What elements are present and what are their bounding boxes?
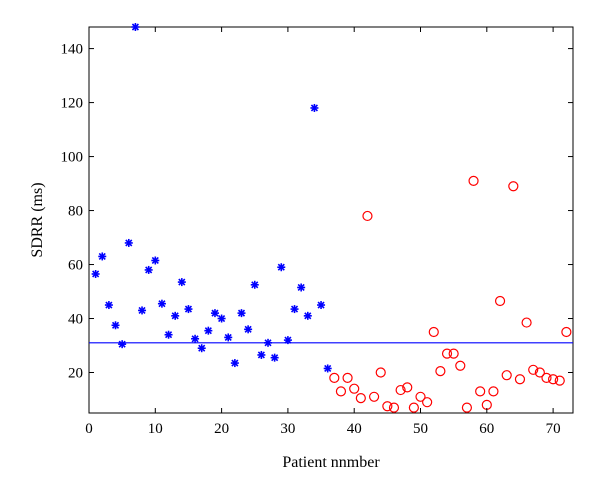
data-point-asterisk — [111, 321, 120, 330]
data-point-circle — [461, 402, 473, 413]
data-point-circle — [541, 372, 552, 384]
data-point-circle — [382, 401, 393, 412]
data-point-asterisk — [217, 314, 226, 323]
data-point-asterisk — [310, 103, 319, 112]
data-point-circle — [548, 374, 559, 385]
data-point-asterisk — [230, 359, 239, 368]
data-point-asterisk — [237, 309, 246, 318]
data-point-circle — [395, 384, 406, 396]
data-point-asterisk — [118, 340, 127, 349]
data-point-asterisk — [138, 306, 147, 315]
data-point-asterisk — [303, 311, 312, 320]
data-point-circle — [435, 366, 446, 377]
data-point-asterisk — [290, 305, 299, 314]
x-tick-label: 30 — [280, 421, 295, 437]
x-tick-label: 60 — [479, 421, 494, 437]
data-point-asterisk — [191, 334, 200, 343]
x-tick-label: 50 — [413, 421, 428, 437]
y-tick-label: 80 — [68, 204, 83, 220]
data-point-asterisk — [98, 252, 107, 261]
data-point-asterisk — [257, 350, 266, 359]
data-point-circle — [528, 364, 539, 375]
data-point-circle — [388, 402, 400, 413]
plot-area — [88, 26, 574, 414]
data-point-circle — [375, 367, 386, 378]
data-point-asterisk — [250, 280, 259, 289]
y-tick-label: 40 — [68, 312, 83, 328]
data-point-circle — [342, 372, 353, 384]
data-point-circle — [335, 386, 347, 397]
data-point-circle — [355, 393, 366, 404]
data-point-asterisk — [171, 311, 180, 320]
x-axis: 0 10 20 30 40 50 60 70 — [85, 27, 561, 437]
x-tick-label: 20 — [214, 421, 229, 437]
data-marks — [91, 23, 572, 413]
data-point-asterisk — [164, 330, 173, 339]
data-point-asterisk — [144, 265, 153, 274]
data-point-circle — [514, 374, 526, 385]
data-point-circle — [534, 367, 545, 378]
y-axis: 20 40 60 80 100 120 140 — [61, 42, 573, 382]
y-tick-label: 140 — [61, 42, 84, 58]
data-point-asterisk — [277, 263, 286, 272]
data-point-asterisk — [283, 336, 292, 345]
data-point-circle — [501, 370, 512, 381]
x-tick-label: 70 — [546, 421, 561, 437]
data-point-asterisk — [104, 301, 113, 310]
x-tick-label: 10 — [148, 421, 163, 437]
data-point-asterisk — [131, 23, 140, 31]
x-tick-label: 0 — [85, 421, 93, 437]
data-point-circle — [422, 397, 433, 408]
data-point-circle — [349, 383, 360, 394]
data-point-asterisk — [270, 353, 279, 362]
data-point-asterisk — [264, 338, 273, 347]
data-point-asterisk — [151, 256, 160, 265]
data-point-circle — [475, 386, 486, 397]
y-tick-label: 100 — [61, 150, 84, 166]
data-point-asterisk — [244, 325, 253, 334]
data-point-circle — [508, 181, 519, 192]
data-point-asterisk — [297, 283, 306, 292]
data-point-circle — [402, 382, 413, 393]
data-point-circle — [494, 295, 506, 307]
y-axis-title: SDRR (ms) — [29, 182, 46, 257]
data-point-circle — [488, 386, 499, 397]
data-point-circle — [561, 326, 572, 338]
data-point-asterisk — [197, 344, 206, 353]
data-point-asterisk — [210, 309, 219, 318]
data-point-asterisk — [91, 269, 100, 278]
y-tick-label: 60 — [68, 258, 83, 274]
data-point-circle — [362, 210, 373, 222]
data-point-circle — [329, 372, 340, 384]
data-point-circle — [441, 348, 453, 359]
data-point-asterisk — [157, 299, 166, 308]
y-tick-label: 20 — [68, 366, 83, 382]
x-axis-title: Patient nnmber — [282, 454, 380, 471]
data-point-asterisk — [177, 278, 186, 287]
data-point-circle — [415, 391, 426, 402]
data-point-asterisk — [184, 305, 193, 314]
data-point-asterisk — [204, 326, 213, 335]
x-tick-label: 40 — [347, 421, 362, 437]
y-tick-label: 120 — [61, 96, 84, 112]
data-point-asterisk — [323, 364, 332, 373]
data-point-asterisk — [124, 238, 133, 247]
data-point-circle — [368, 391, 380, 402]
data-point-asterisk — [224, 333, 233, 342]
data-point-circle — [428, 326, 439, 338]
data-point-circle — [554, 375, 565, 386]
data-point-asterisk — [317, 301, 326, 310]
data-point-circle — [408, 402, 419, 413]
data-point-circle — [448, 348, 459, 359]
data-point-circle — [455, 360, 466, 371]
data-point-circle — [521, 317, 532, 328]
data-point-circle — [468, 175, 479, 186]
